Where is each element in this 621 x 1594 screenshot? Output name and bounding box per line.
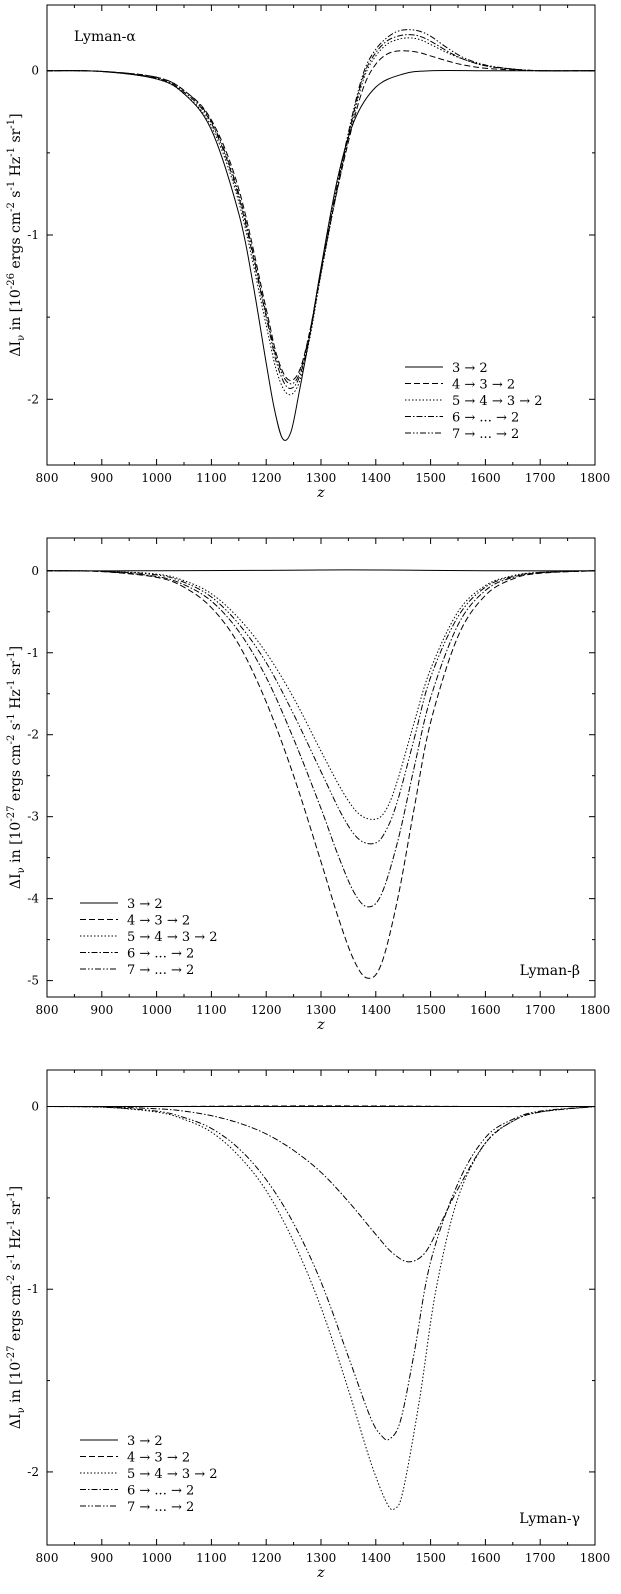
y-tick-label: -1 [27, 1282, 39, 1296]
series-line-3 [47, 570, 595, 820]
x-tick-label: 1400 [361, 1551, 392, 1565]
panel-label: Lyman-α [74, 29, 136, 45]
x-axis-title: z [316, 1565, 325, 1581]
legend-label: 4 → 3 → 2 [452, 378, 515, 393]
series-line-2 [47, 1105, 595, 1108]
x-tick-label: 1100 [196, 1003, 227, 1017]
x-tick-label: 1000 [141, 1003, 172, 1017]
legend-label: 6 → ... → 2 [452, 411, 519, 426]
chart-panel-1: 800 900 1000 1100 1200 1300 1400 1500 1600 1700 18… [6, 4, 611, 501]
x-tick-label: 1800 [580, 1003, 611, 1017]
x-tick-label: 900 [90, 1551, 113, 1565]
legend-label: 5 → 4 → 3 → 2 [452, 394, 543, 409]
y-tick-label: -3 [27, 810, 39, 824]
x-tick-label: 1400 [361, 471, 392, 485]
legend-label: 6 → ... → 2 [127, 947, 194, 962]
y-tick-label: 0 [31, 564, 39, 578]
x-tick-label: 1100 [196, 1551, 227, 1565]
legend-label: 3 → 2 [452, 361, 488, 376]
legend-label: 7 → ... → 2 [127, 963, 194, 978]
y-tick-label: -2 [27, 392, 39, 406]
x-axis-title: z [316, 1017, 325, 1033]
series-line-4 [47, 1106, 595, 1263]
x-tick-label: 1000 [141, 471, 172, 485]
x-tick-label: 1700 [525, 1551, 556, 1565]
series-line-5 [47, 1106, 595, 1441]
x-tick-label: 1500 [415, 1551, 446, 1565]
legend-label: 5 → 4 → 3 → 2 [127, 1467, 218, 1482]
x-tick-label: 1300 [306, 471, 337, 485]
panel-label: Lyman-β [520, 963, 580, 979]
series-line-1 [47, 569, 595, 572]
y-tick-label: -4 [27, 892, 39, 906]
series-line-5 [47, 29, 595, 385]
x-tick-label: 1500 [415, 471, 446, 485]
chart-panel-2: 800 900 1000 1100 1200 1300 1400 1500 1600 1700 18… [6, 537, 611, 1033]
panel-label: Lyman-γ [519, 1511, 580, 1527]
x-tick-label: 1000 [141, 1551, 172, 1565]
y-axis-title: ΔIν in [10-27 ergs cm-2 s-1 Hz-1 sr-1] [6, 646, 27, 889]
x-tick-label: 1800 [580, 471, 611, 485]
y-tick-label: -1 [27, 228, 39, 242]
legend-label: 6 → ... → 2 [127, 1484, 194, 1499]
y-tick-label: -2 [27, 1465, 39, 1479]
legend: 3 → 2 4 → 3 → 25 → 4 → 3 → 2 6 → ... → 27 … [80, 1434, 218, 1515]
y-tick-label: 0 [31, 1100, 39, 1114]
legend-label: 7 → ... → 2 [452, 427, 519, 442]
x-tick-label: 1700 [525, 1003, 556, 1017]
chart-panel-3: 800 900 1000 1100 1200 1300 1400 1500 1600 1700 18… [6, 1069, 611, 1581]
series-line-3 [47, 1106, 595, 1511]
series-line-5 [47, 570, 595, 845]
series-line-4 [47, 570, 595, 908]
x-tick-label: 1300 [306, 1551, 337, 1565]
legend: 3 → 2 4 → 3 → 25 → 4 → 3 → 2 6 → ... → 27 … [80, 897, 218, 978]
series-line-1 [47, 69, 595, 441]
series-line-2 [47, 50, 595, 381]
legend-label: 7 → ... → 2 [127, 1500, 194, 1515]
x-tick-label: 800 [36, 1551, 59, 1565]
y-tick-label: -5 [27, 974, 39, 988]
y-axis-title: ΔIν in [10-27 ergs cm-2 s-1 Hz-1 sr-1] [6, 1186, 27, 1429]
x-tick-label: 1400 [361, 1003, 392, 1017]
x-tick-label: 800 [36, 1003, 59, 1017]
legend-label: 4 → 3 → 2 [127, 1451, 190, 1466]
y-axis-title: ΔIν in [10-26 ergs cm-2 s-1 Hz-1 sr-1] [6, 113, 27, 356]
x-tick-label: 1800 [580, 1551, 611, 1565]
x-tick-label: 1200 [251, 471, 282, 485]
series-line-4 [47, 34, 595, 389]
y-tick-label: 0 [31, 64, 39, 78]
legend-label: 4 → 3 → 2 [127, 914, 190, 929]
x-tick-label: 1200 [251, 1003, 282, 1017]
legend-label: 3 → 2 [127, 897, 163, 912]
x-tick-label: 1300 [306, 1003, 337, 1017]
legend-label: 5 → 4 → 3 → 2 [127, 930, 218, 945]
series-line-3 [47, 37, 595, 396]
x-tick-label: 800 [36, 471, 59, 485]
x-tick-label: 1500 [415, 1003, 446, 1017]
legend-label: 3 → 2 [127, 1434, 163, 1449]
x-tick-label: 900 [90, 1003, 113, 1017]
x-tick-label: 1600 [470, 1003, 501, 1017]
y-tick-label: -1 [27, 646, 39, 660]
x-axis-title: z [316, 485, 325, 501]
x-tick-label: 1600 [470, 471, 501, 485]
y-tick-label: -2 [27, 728, 39, 742]
x-tick-label: 1600 [470, 1551, 501, 1565]
legend: 3 → 2 4 → 3 → 25 → 4 → 3 → 2 6 → ... → 27 … [405, 361, 543, 442]
x-tick-label: 1200 [251, 1551, 282, 1565]
x-tick-label: 1100 [196, 471, 227, 485]
x-tick-label: 1700 [525, 471, 556, 485]
x-tick-label: 900 [90, 471, 113, 485]
series-line-2 [47, 570, 595, 979]
